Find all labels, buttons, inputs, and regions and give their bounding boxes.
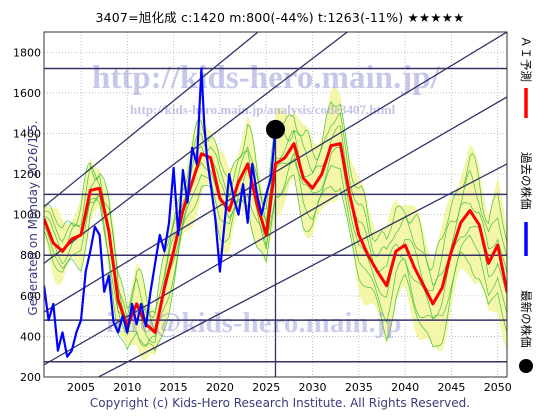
latest-price-marker — [266, 119, 285, 139]
x-tick-label: 2020 — [206, 381, 234, 394]
past-price-line — [44, 67, 277, 358]
y-tick-label: 1600 — [13, 87, 41, 100]
y-tick-label: 1200 — [13, 168, 41, 181]
x-tick-label: 2040 — [391, 381, 419, 394]
y-tick-label: 1000 — [13, 209, 41, 222]
y-tick-label: 1400 — [13, 127, 41, 140]
x-tick-label: 2050 — [484, 381, 512, 394]
generated-date: Generated on Monday 2026/1/5. — [26, 120, 40, 316]
y-tick-label: 1800 — [13, 46, 41, 59]
copyright: Copyright (c) Kids-Hero Research Institu… — [89, 396, 471, 410]
legend-past-label: 過去の株価 — [519, 152, 533, 210]
trend-line — [44, 32, 349, 264]
x-tick-label: 2015 — [160, 381, 188, 394]
x-tick-label: 2035 — [345, 381, 373, 394]
watermark-layer: http://kids-hero.main.jp/ http://kids-he… — [92, 60, 441, 339]
axis-ticks: 2005 2010 2015 2020 2025 2030 2035 2040 2045 2050… — [13, 46, 512, 394]
watermark-email: info@kids-hero.main.jp — [106, 307, 402, 339]
legend-prediction-label: ＡＩ予測 — [519, 36, 533, 82]
chart-title: 3407=旭化成 c:1420 m:800(-44%) t:1263(-11%)… — [95, 10, 465, 25]
watermark-url: http://kids-hero.main.jp/ — [92, 60, 441, 96]
band-fill — [44, 87, 507, 361]
x-tick-label: 2025 — [252, 381, 280, 394]
y-tick-label: 200 — [20, 371, 41, 384]
x-tick-label: 2005 — [67, 381, 95, 394]
prediction-line — [44, 142, 507, 334]
x-tick-label: 2030 — [299, 381, 327, 394]
y-tick-label: 800 — [20, 249, 41, 262]
x-tick-label: 2010 — [113, 381, 141, 394]
legend-latest-label: 最新の株価 — [519, 290, 533, 348]
x-tick-label: 2045 — [437, 381, 465, 394]
y-tick-label: 600 — [20, 290, 41, 303]
plot-frame — [43, 31, 508, 378]
y-tick-label: 400 — [20, 330, 41, 343]
legend-latest-swatch — [519, 359, 533, 373]
series-layer — [44, 67, 507, 377]
trend-line — [44, 32, 260, 208]
watermark-analysis-url: http://kids-hero.main.jp/analysis/code34… — [130, 102, 396, 117]
